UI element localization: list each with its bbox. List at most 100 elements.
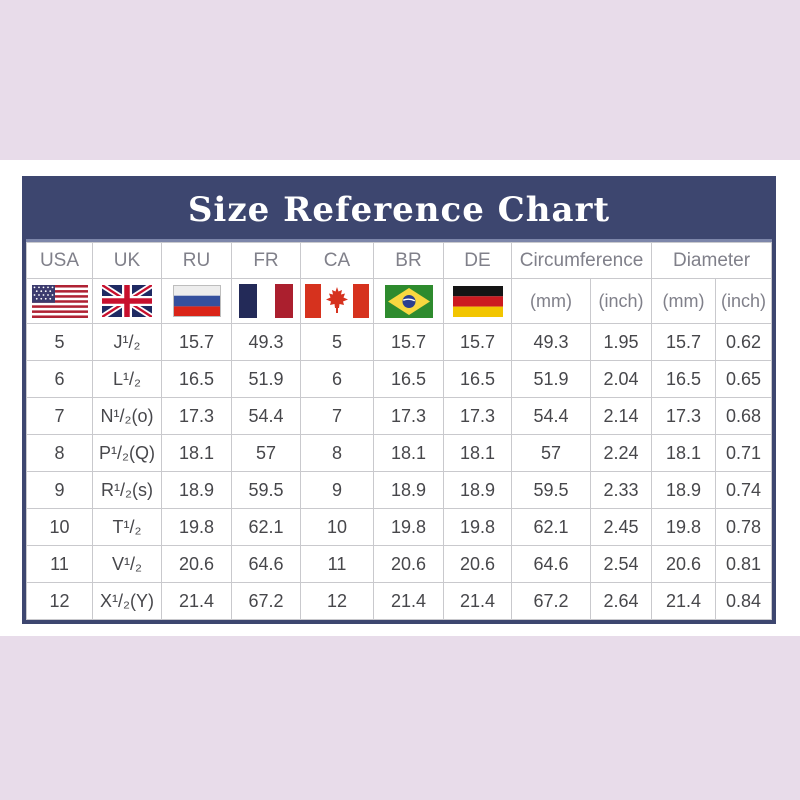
flag-cell-usa [26, 278, 93, 324]
size-cell: 9 [26, 471, 93, 509]
flag-cell-de [443, 278, 512, 324]
size-cell: 5 [300, 323, 374, 361]
size-cell: 12 [300, 582, 374, 620]
size-cell: 18.9 [161, 471, 232, 509]
size-cell: 67.2 [511, 582, 591, 620]
size-cell: 15.7 [651, 323, 717, 361]
size-cell: 18.9 [651, 471, 717, 509]
size-cell: 20.6 [443, 545, 512, 583]
size-cell: 17.3 [443, 397, 512, 435]
size-cell: 7 [26, 397, 93, 435]
size-row: 12 X¹/₂(Y) 21.4 67.2 12 21.4 21.4 67.2 2.64 21.4 0… [26, 582, 773, 620]
size-cell: 2.64 [589, 582, 653, 620]
size-cell: 20.6 [373, 545, 444, 583]
size-cell: J¹/₂ [92, 323, 162, 361]
size-cell: 64.6 [511, 545, 591, 583]
size-cell: 67.2 [231, 582, 301, 620]
size-cell: 59.5 [231, 471, 301, 509]
size-cell: 6 [26, 360, 93, 398]
size-cell: 49.3 [511, 323, 591, 361]
size-cell: 57 [231, 434, 301, 472]
size-cell: 0.71 [715, 434, 773, 472]
size-cell: 8 [300, 434, 374, 472]
flag-cell-fr [231, 278, 301, 324]
column-header-usa: USA [26, 242, 93, 279]
size-cell: 18.1 [443, 434, 512, 472]
size-cell: 19.8 [443, 508, 512, 546]
size-row: 5 J¹/₂ 15.7 49.3 5 15.7 15.7 49.3 1.95 15.7 0.62 [26, 323, 773, 361]
size-cell: 0.81 [715, 545, 773, 583]
size-row: 11 V¹/₂ 20.6 64.6 11 20.6 20.6 64.6 2.54 20.6 0.81 [26, 545, 773, 583]
size-cell: 9 [300, 471, 374, 509]
size-cell: 21.4 [651, 582, 717, 620]
column-header-fr: FR [231, 242, 301, 279]
column-header-ca: CA [300, 242, 374, 279]
column-header-diameter: Diameter [651, 242, 773, 279]
size-cell: 8 [26, 434, 93, 472]
size-cell: 15.7 [373, 323, 444, 361]
size-cell: T¹/₂ [92, 508, 162, 546]
size-cell: 2.24 [589, 434, 653, 472]
country-header-row: USA UK RU FR CA BR DE Circumference Diam… [26, 242, 773, 279]
size-cell: R¹/₂(s) [92, 471, 162, 509]
column-header-uk: UK [92, 242, 162, 279]
size-cell: 20.6 [651, 545, 717, 583]
size-cell: X¹/₂(Y) [92, 582, 162, 620]
size-cell: 59.5 [511, 471, 591, 509]
size-cell: 62.1 [511, 508, 591, 546]
size-cell: 12 [26, 582, 93, 620]
size-chart-frame: Size Reference Chart USA UK RU FR CA B [22, 176, 776, 624]
size-cell: 16.5 [443, 360, 512, 398]
size-cell: 7 [300, 397, 374, 435]
size-cell: 10 [300, 508, 374, 546]
size-cell: 15.7 [443, 323, 512, 361]
size-cell: V¹/₂ [92, 545, 162, 583]
flag-cell-br [373, 278, 444, 324]
size-cell: 21.4 [443, 582, 512, 620]
size-table: USA UK RU FR CA BR DE Circumference Diam… [26, 242, 773, 620]
size-cell: 57 [511, 434, 591, 472]
column-header-circumference: Circumference [510, 242, 653, 279]
uk-flag-icon [102, 285, 152, 317]
subheader-circumference-inch: (inch) [589, 278, 653, 324]
size-cell: 15.7 [161, 323, 232, 361]
size-cell: 64.6 [231, 545, 301, 583]
column-header-br: BR [373, 242, 444, 279]
size-cell: 19.8 [651, 508, 717, 546]
size-cell: 0.65 [715, 360, 773, 398]
size-table-body: 5 J¹/₂ 15.7 49.3 5 15.7 15.7 49.3 1.95 15.7 0.62 6 L… [26, 323, 773, 620]
de-flag-icon [452, 285, 503, 317]
size-cell: 16.5 [651, 360, 717, 398]
size-cell: 2.33 [589, 471, 653, 509]
size-cell: N¹/₂(o) [92, 397, 162, 435]
size-cell: 0.74 [715, 471, 773, 509]
size-cell: 21.4 [373, 582, 444, 620]
size-cell: 0.78 [715, 508, 773, 546]
size-cell: 51.9 [231, 360, 301, 398]
size-cell: 17.3 [651, 397, 717, 435]
size-row: 6 L¹/₂ 16.5 51.9 6 16.5 16.5 51.9 2.04 16.5 0.65 [26, 360, 773, 398]
size-cell: 49.3 [231, 323, 301, 361]
size-cell: L¹/₂ [92, 360, 162, 398]
size-cell: 54.4 [511, 397, 591, 435]
size-cell: 11 [26, 545, 93, 583]
size-cell: 16.5 [373, 360, 444, 398]
size-cell: 18.9 [373, 471, 444, 509]
flag-cell-ru [161, 278, 232, 324]
size-cell: 18.9 [443, 471, 512, 509]
ca-flag-icon [305, 284, 369, 318]
size-cell: 17.3 [373, 397, 444, 435]
column-header-de: DE [443, 242, 512, 279]
size-row: 10 T¹/₂ 19.8 62.1 10 19.8 19.8 62.1 2.45 19.8 0.78 [26, 508, 773, 546]
size-cell: 16.5 [161, 360, 232, 398]
size-cell: 20.6 [161, 545, 232, 583]
subheader-circumference-mm: (mm) [511, 278, 591, 324]
size-cell: 19.8 [373, 508, 444, 546]
size-cell: 5 [26, 323, 93, 361]
flag-cell-uk [92, 278, 162, 324]
size-cell: 2.45 [589, 508, 653, 546]
size-cell: 6 [300, 360, 374, 398]
subheader-diameter-mm: (mm) [651, 278, 717, 324]
chart-title: Size Reference Chart [26, 180, 772, 242]
size-cell: 1.95 [589, 323, 653, 361]
